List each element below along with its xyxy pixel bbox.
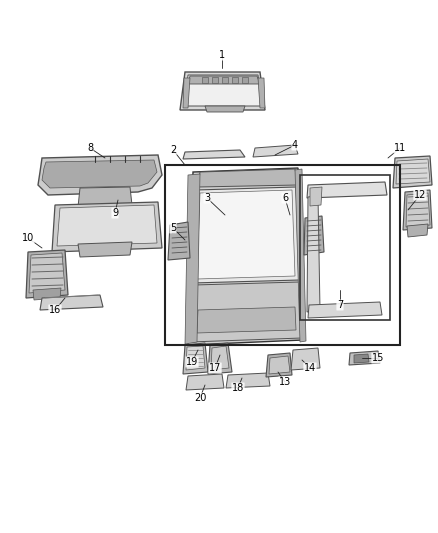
Polygon shape	[403, 190, 432, 230]
Text: 20: 20	[194, 393, 206, 403]
Polygon shape	[307, 182, 387, 198]
Text: 18: 18	[232, 383, 244, 393]
Polygon shape	[406, 193, 430, 227]
Text: 2: 2	[170, 145, 176, 155]
Polygon shape	[266, 353, 292, 377]
Polygon shape	[304, 216, 324, 255]
Polygon shape	[295, 169, 306, 342]
Polygon shape	[349, 351, 380, 365]
Text: 16: 16	[49, 305, 61, 315]
Text: 15: 15	[372, 353, 384, 363]
Text: 9: 9	[112, 208, 118, 218]
Polygon shape	[222, 77, 228, 83]
Text: 13: 13	[279, 377, 291, 387]
Polygon shape	[186, 346, 205, 370]
Polygon shape	[168, 222, 190, 260]
Polygon shape	[308, 302, 382, 318]
Polygon shape	[232, 77, 238, 83]
Text: 7: 7	[337, 300, 343, 310]
Polygon shape	[188, 168, 303, 345]
Text: 11: 11	[394, 143, 406, 153]
Polygon shape	[258, 78, 265, 108]
Text: 12: 12	[414, 190, 426, 200]
Text: 17: 17	[209, 363, 221, 373]
Polygon shape	[310, 187, 322, 206]
Polygon shape	[354, 354, 369, 363]
Polygon shape	[242, 77, 248, 83]
Text: 10: 10	[22, 233, 34, 243]
Polygon shape	[307, 196, 320, 312]
Polygon shape	[291, 348, 320, 370]
Polygon shape	[42, 160, 157, 188]
Polygon shape	[38, 155, 162, 195]
Polygon shape	[211, 346, 229, 370]
Polygon shape	[205, 106, 245, 112]
Polygon shape	[396, 159, 430, 184]
Polygon shape	[33, 288, 61, 300]
Polygon shape	[185, 75, 262, 106]
Polygon shape	[197, 190, 295, 279]
Polygon shape	[29, 253, 65, 293]
Polygon shape	[269, 356, 290, 374]
Polygon shape	[407, 224, 428, 237]
Text: 8: 8	[87, 143, 93, 153]
Polygon shape	[202, 77, 208, 83]
Polygon shape	[183, 150, 245, 159]
Text: 19: 19	[186, 357, 198, 367]
Polygon shape	[57, 205, 157, 246]
Polygon shape	[212, 77, 218, 83]
Text: 5: 5	[170, 223, 176, 233]
Text: 3: 3	[204, 193, 210, 203]
Polygon shape	[192, 187, 300, 283]
Polygon shape	[185, 174, 200, 344]
Text: 6: 6	[282, 193, 288, 203]
Polygon shape	[78, 187, 132, 207]
Polygon shape	[198, 169, 298, 187]
Polygon shape	[40, 295, 103, 310]
Polygon shape	[197, 307, 296, 333]
Text: 4: 4	[292, 140, 298, 150]
Text: 1: 1	[219, 50, 225, 60]
Polygon shape	[393, 156, 432, 188]
Polygon shape	[190, 282, 302, 342]
Polygon shape	[208, 343, 232, 374]
Polygon shape	[226, 373, 270, 388]
Polygon shape	[183, 343, 208, 374]
Polygon shape	[52, 202, 162, 252]
Text: 14: 14	[304, 363, 316, 373]
Polygon shape	[26, 250, 68, 298]
Polygon shape	[188, 76, 260, 84]
Polygon shape	[183, 78, 190, 108]
Polygon shape	[186, 374, 224, 390]
Polygon shape	[180, 72, 265, 110]
Polygon shape	[78, 242, 132, 257]
Polygon shape	[253, 145, 298, 157]
